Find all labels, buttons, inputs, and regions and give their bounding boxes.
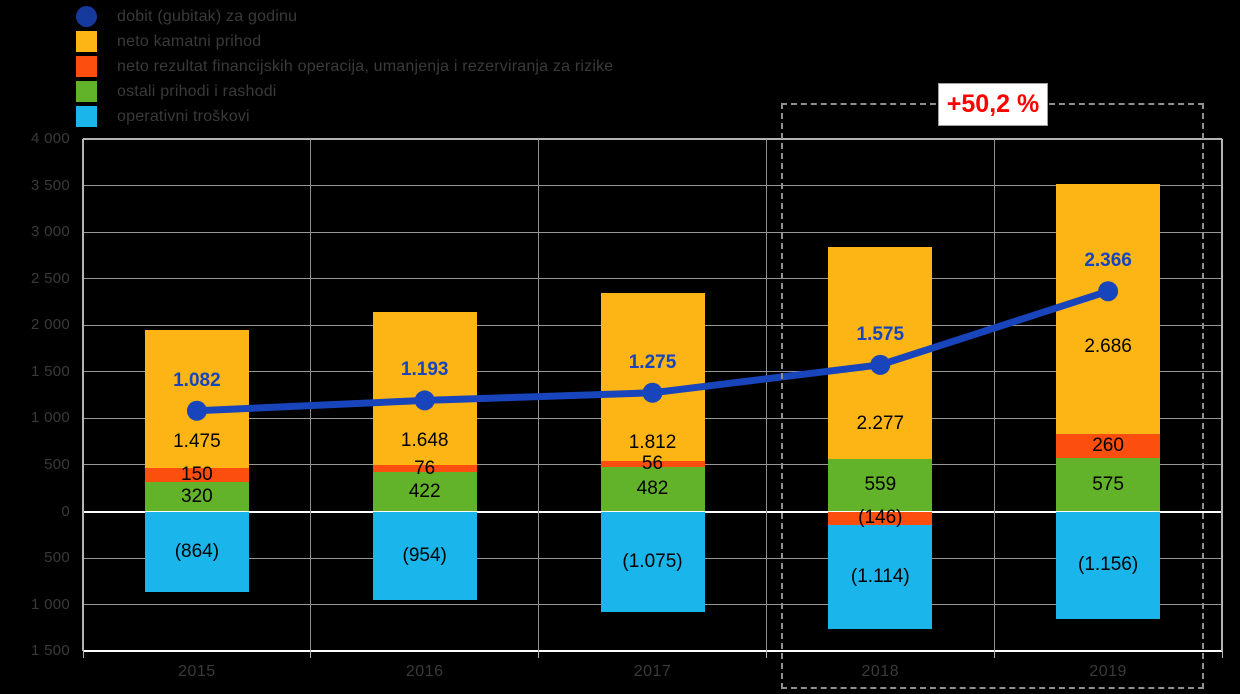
bar-segment-2016-s2: [372, 472, 477, 512]
legend-label: neto kamatni prihod: [117, 32, 262, 50]
legend-item-ostali-prihodi-i-rashodi: ostali prihodi i rashodi: [76, 79, 277, 104]
top-border: [83, 138, 1222, 141]
y-axis-label: 4 000: [30, 130, 70, 148]
x-axis-tick: [993, 651, 995, 658]
y-axis-label: 2 500: [30, 269, 70, 287]
bar-label-2018-s2: 559: [864, 474, 897, 496]
x-axis-tick: [1221, 651, 1223, 658]
x-axis-tick: [82, 651, 84, 658]
bottom-border: [83, 650, 1222, 653]
x-axis-label-2016: 2016: [405, 663, 444, 680]
profit-line-label-2019: 2.366: [1084, 250, 1132, 272]
bar-segment-2017-s3: [600, 511, 705, 612]
legend-circle-icon: [76, 6, 97, 27]
column-separator: [765, 139, 767, 651]
bar-label-2016-s0: 1.648: [400, 430, 449, 451]
bar-label-2015-s2: 320: [181, 485, 213, 507]
bar-label-2016-s1: 76: [414, 457, 436, 479]
bar-segment-2017-s1: [600, 461, 705, 467]
y-axis-label: 3 000: [30, 223, 70, 241]
bar-label-2016-s2: 422: [408, 480, 441, 502]
plot-border: [1221, 139, 1223, 651]
plot-border: [82, 139, 84, 651]
bar-segment-2015-s3: [144, 511, 249, 592]
bar-segment-2016-s3: [372, 511, 477, 601]
gridline: [83, 231, 1222, 233]
bar-segment-2015-s1: [144, 467, 249, 482]
legend-label: dobit (gubitak) za godinu: [117, 7, 298, 25]
bar-segment-2018-s2: [828, 459, 933, 512]
column-separator: [310, 139, 312, 651]
y-axis-label: 1 500: [30, 642, 70, 660]
y-axis-label: 500: [44, 455, 70, 473]
bar-segment-2019-s1: [1056, 433, 1161, 458]
profit-line-label-2016: 1.193: [400, 359, 449, 381]
x-axis-tick: [310, 651, 312, 658]
y-axis-label: 1 000: [30, 595, 70, 613]
y-axis-label: 500: [44, 549, 70, 567]
profit-line-label-2017: 1.275: [628, 351, 677, 373]
gridline: [83, 278, 1222, 280]
profit-line-label-2015: 1.082: [173, 369, 221, 391]
y-axis-label: 2 000: [30, 316, 70, 334]
y-axis-label: 1 000: [30, 409, 70, 427]
bar-label-2016-s3: (954): [402, 544, 447, 566]
bar-label-2018-s3: (1.114): [850, 565, 910, 587]
x-axis-tick: [765, 651, 767, 658]
growth-annotation-label: +50,2 %: [946, 90, 1040, 118]
bar-label-2019-s3: (1.156): [1077, 554, 1139, 576]
legend-square-icon: [76, 31, 97, 52]
legend-label: ostali prihodi i rashodi: [117, 82, 277, 100]
y-axis-label: 1 500: [30, 362, 70, 380]
bar-label-2015-s3: (864): [174, 540, 220, 562]
legend-square-icon: [76, 56, 97, 77]
legend-item-neto-kamatni-prihod: neto kamatni prihod: [76, 29, 261, 54]
bar-label-2017-s2: 482: [636, 478, 669, 500]
bar-segment-2019-s2: [1056, 457, 1161, 512]
bar-label-2019-s2: 575: [1092, 473, 1124, 495]
highlight-box-2018-2019: [781, 103, 1204, 689]
y-axis-label: 0: [61, 502, 70, 520]
legend-label: neto rezultat financijskih operacija, um…: [117, 57, 614, 75]
legend-label: operativni troškovi: [117, 107, 250, 125]
bar-segment-2018-s1: [828, 511, 933, 526]
bar-label-2017-s1: 56: [641, 453, 664, 475]
bar-label-2015-s0: 1.475: [173, 431, 221, 452]
legend-square-icon: [76, 106, 97, 127]
bar-label-2019-s1: 260: [1092, 434, 1124, 456]
bar-segment-2015-s2: [144, 481, 249, 512]
legend-item-operativni-troskovi: operativni troškovi: [76, 104, 250, 129]
bar-segment-2018-s3: [828, 525, 933, 629]
x-axis-label-2015: 2015: [178, 663, 216, 680]
legend-item-neto-rezultat-financijskih-operacija: neto rezultat financijskih operacija, um…: [76, 54, 613, 79]
bar-segment-2016-s1: [372, 465, 477, 473]
x-axis-label-2019: 2019: [1089, 663, 1127, 680]
growth-annotation-box: +50,2 %: [938, 83, 1048, 126]
legend-square-icon: [76, 81, 97, 102]
y-axis-label: 3 500: [30, 176, 70, 194]
bar-label-2018-s1: (146): [858, 507, 903, 529]
x-axis-label-2017: 2017: [633, 663, 672, 680]
bar-label-2019-s0: 2.686: [1084, 336, 1132, 357]
gridline: [83, 185, 1222, 187]
legend-item-dobit-gubitak-za-godinu: dobit (gubitak) za godinu: [76, 4, 297, 29]
profit-line-label-2018: 1.575: [856, 323, 905, 345]
bar-segment-2019-s3: [1056, 511, 1161, 620]
bar-label-2017-s3: (1.075): [622, 550, 683, 572]
column-separator: [538, 139, 540, 651]
bar-label-2017-s0: 1.812: [628, 432, 677, 453]
bar-label-2015-s1: 150: [181, 463, 213, 485]
x-axis-label-2018: 2018: [861, 663, 900, 680]
bar-segment-2017-s2: [600, 466, 705, 512]
bar-label-2018-s0: 2.277: [856, 413, 905, 434]
x-axis-tick: [538, 651, 540, 658]
